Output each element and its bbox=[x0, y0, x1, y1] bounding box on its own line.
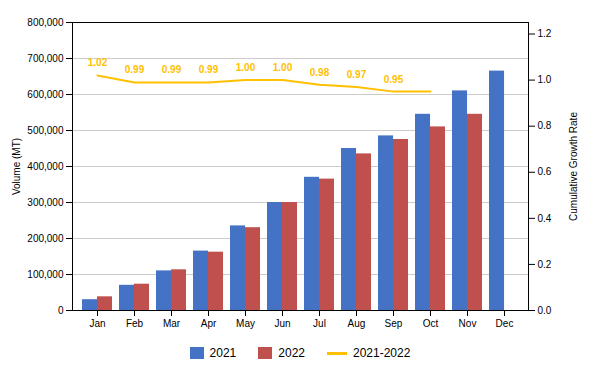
svg-text:May: May bbox=[236, 318, 255, 329]
svg-text:Oct: Oct bbox=[423, 318, 439, 329]
svg-text:600,000: 600,000 bbox=[27, 89, 64, 100]
svg-text:100,000: 100,000 bbox=[27, 269, 64, 280]
svg-text:Jun: Jun bbox=[274, 318, 290, 329]
svg-text:0.99: 0.99 bbox=[162, 64, 182, 75]
svg-text:0.6: 0.6 bbox=[538, 166, 552, 177]
svg-text:0.8: 0.8 bbox=[538, 120, 552, 131]
svg-text:800,000: 800,000 bbox=[27, 17, 64, 28]
svg-text:0.99: 0.99 bbox=[199, 64, 219, 75]
svg-text:Apr: Apr bbox=[201, 318, 217, 329]
svg-text:Jul: Jul bbox=[313, 318, 326, 329]
svg-text:1.02: 1.02 bbox=[88, 57, 108, 68]
svg-text:1.00: 1.00 bbox=[236, 62, 256, 73]
svg-text:0.0: 0.0 bbox=[538, 305, 552, 316]
svg-text:1.00: 1.00 bbox=[273, 62, 293, 73]
svg-text:Feb: Feb bbox=[126, 318, 144, 329]
svg-text:Nov: Nov bbox=[459, 318, 477, 329]
svg-text:Volume (MT): Volume (MT) bbox=[11, 138, 22, 195]
svg-text:200,000: 200,000 bbox=[27, 233, 64, 244]
html-text:2021-2022: 2021-2022 bbox=[353, 346, 411, 360]
svg-text:400,000: 400,000 bbox=[27, 161, 64, 172]
html-text:2021: 2021 bbox=[209, 346, 237, 360]
svg-text:0.97: 0.97 bbox=[347, 69, 367, 80]
svg-text:700,000: 700,000 bbox=[27, 53, 64, 64]
svg-text:1.2: 1.2 bbox=[538, 28, 552, 39]
svg-text:0.2: 0.2 bbox=[538, 259, 552, 270]
svg-text:Sep: Sep bbox=[385, 318, 403, 329]
svg-text:0.98: 0.98 bbox=[310, 67, 330, 78]
svg-text:300,000: 300,000 bbox=[27, 197, 64, 208]
svg-text:1.0: 1.0 bbox=[538, 74, 552, 85]
svg-text:500,000: 500,000 bbox=[27, 125, 64, 136]
svg-text:0.4: 0.4 bbox=[538, 213, 552, 224]
svg-text:0: 0 bbox=[58, 305, 64, 316]
svg-text:0.99: 0.99 bbox=[125, 64, 145, 75]
html-text:2022: 2022 bbox=[278, 346, 305, 360]
svg-text:Jan: Jan bbox=[89, 318, 105, 329]
svg-text:Mar: Mar bbox=[163, 318, 181, 329]
svg-text:Cumulative Growth Rate: Cumulative Growth Rate bbox=[568, 112, 579, 221]
svg-text:0.95: 0.95 bbox=[384, 74, 404, 85]
svg-text:Dec: Dec bbox=[496, 318, 514, 329]
svg-text:Aug: Aug bbox=[348, 318, 366, 329]
